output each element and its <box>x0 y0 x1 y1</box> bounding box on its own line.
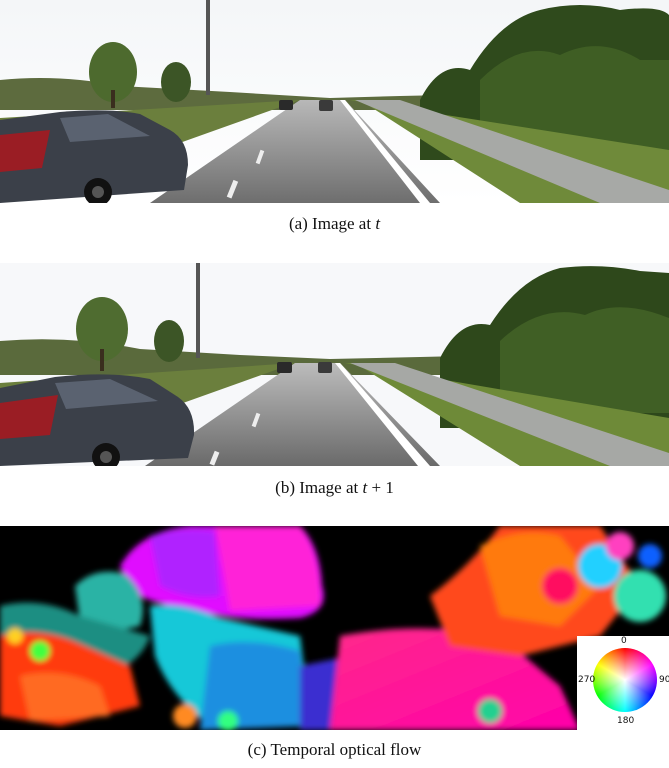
caption-c: (c) Temporal optical flow <box>0 740 669 760</box>
image-at-t-plus-1 <box>0 263 669 466</box>
optical-flow-visualization <box>0 526 669 730</box>
color-wheel-icon <box>593 648 657 712</box>
wheel-label-right: 90 <box>659 675 669 685</box>
wheel-label-top: 0 <box>621 636 627 646</box>
caption-a-label: (a) Image at <box>288 214 376 233</box>
caption-b-suffix: + 1 <box>367 478 394 497</box>
caption-c-label: (c) Temporal optical flow <box>247 740 422 759</box>
wheel-label-bottom: 180 <box>617 716 635 726</box>
optical-flow-map <box>0 526 669 730</box>
caption-b-var: t <box>362 478 368 497</box>
caption-b: (b) Image at t + 1 <box>0 478 669 498</box>
image-at-t <box>0 0 669 203</box>
flow-color-wheel-legend: 0 90 180 270 <box>577 636 669 730</box>
caption-a-var: t <box>375 214 381 233</box>
caption-b-label: (b) Image at <box>275 478 363 497</box>
caption-a: (a) Image at t <box>0 214 669 234</box>
wheel-label-left: 270 <box>578 675 596 685</box>
road-scene-t-plus-1 <box>0 263 669 466</box>
road-scene-t <box>0 0 669 203</box>
